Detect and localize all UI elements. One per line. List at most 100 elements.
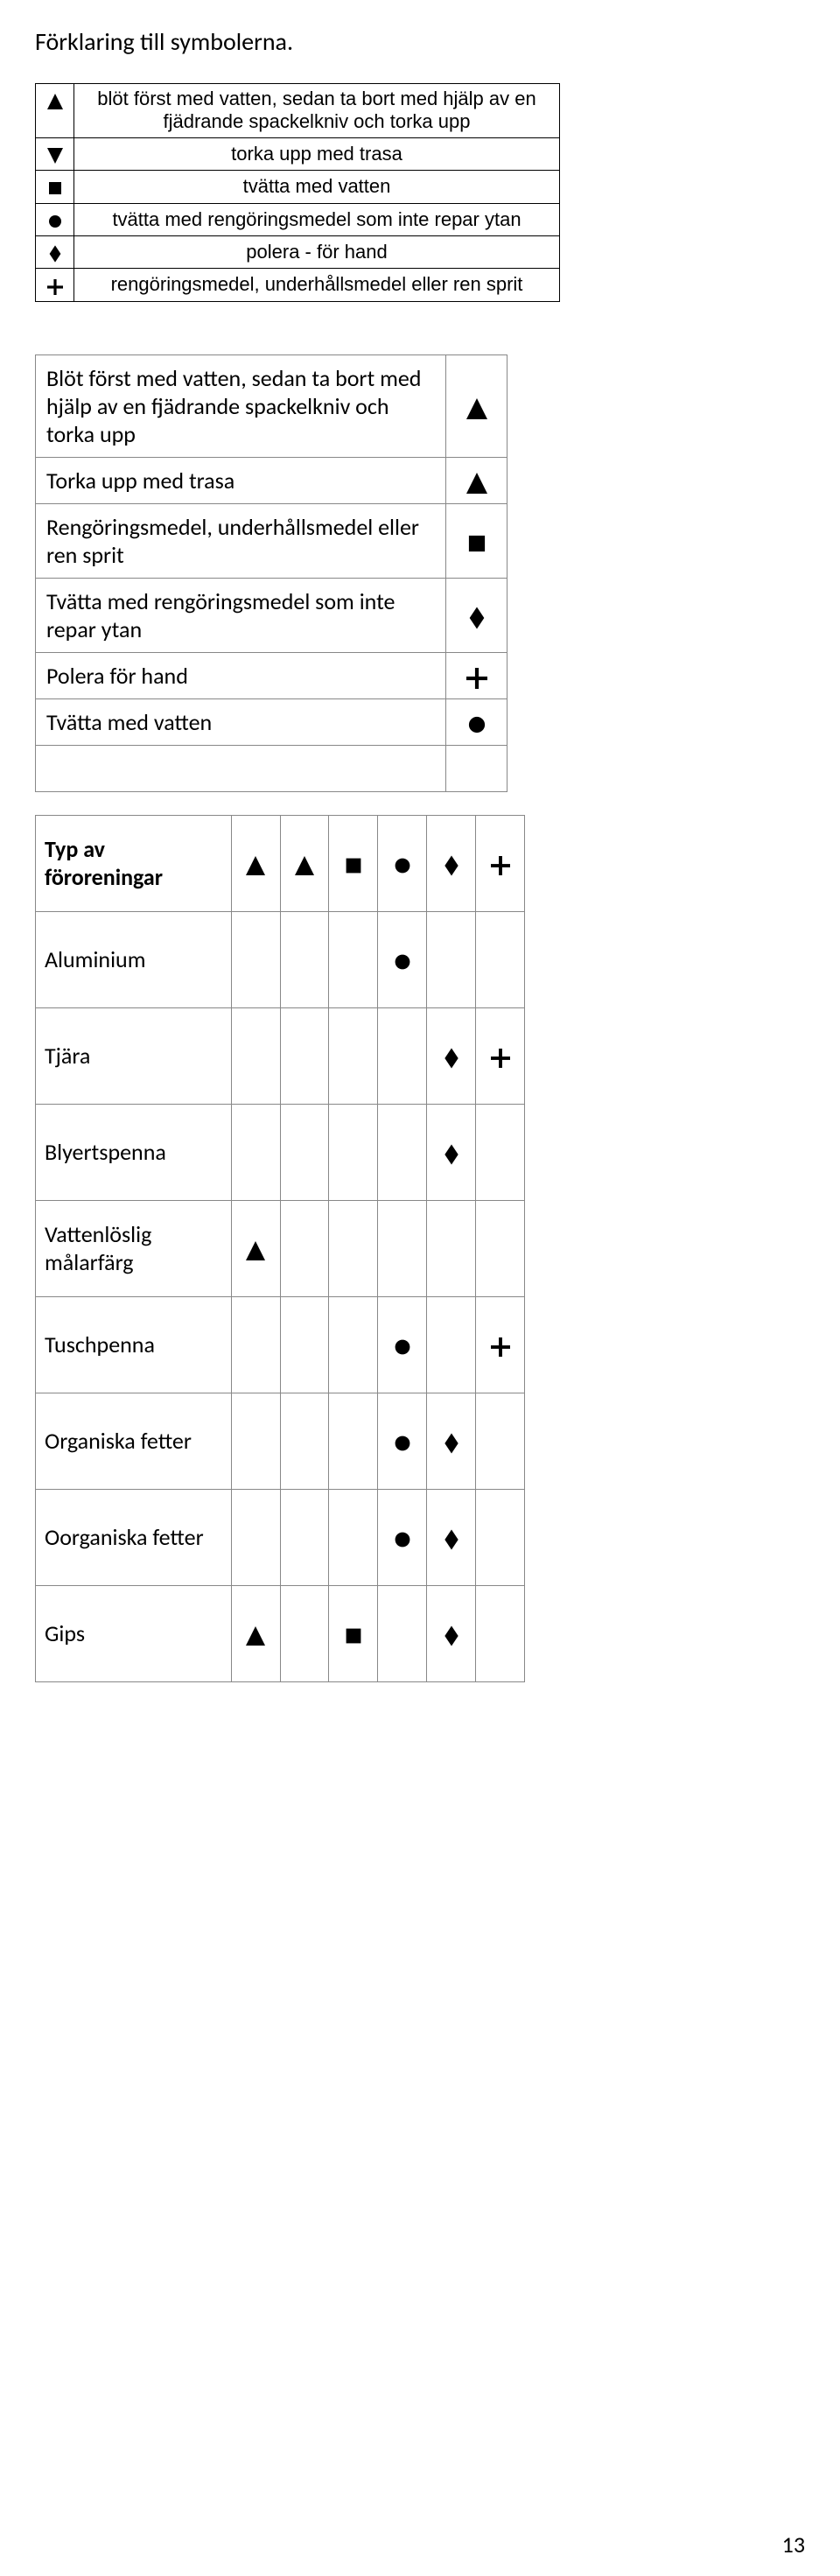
circle-icon — [46, 213, 64, 230]
matrix-row-label: Organiska fetter — [36, 1393, 232, 1489]
matrix-cell — [231, 1585, 280, 1681]
matrix-cell — [280, 1007, 329, 1104]
matrix-cell — [280, 1585, 329, 1681]
matrix-cell — [476, 1489, 525, 1585]
matrix-row-label: Tjära — [36, 1007, 232, 1104]
key-row: Rengöringsmedel, underhållsmedel eller r… — [36, 503, 508, 578]
legend-row: torka upp med trasa — [36, 137, 560, 170]
matrix-header-symbol — [427, 815, 476, 911]
legend-desc-cell: tvätta med rengöringsmedel som inte repa… — [74, 203, 560, 235]
key-symbol-cell — [446, 578, 508, 652]
matrix-cell — [329, 1200, 378, 1296]
legend-row: tvätta med vatten — [36, 171, 560, 203]
matrix-cell — [329, 1104, 378, 1200]
contaminant-matrix: Typ av föroreningarAluminiumTjäraBlyerts… — [35, 815, 525, 1682]
matrix-cell — [329, 1489, 378, 1585]
key-row: Tvätta med vatten — [36, 698, 508, 745]
matrix-cell — [476, 911, 525, 1007]
key-text-cell: Tvätta med rengöringsmedel som inte repa… — [36, 578, 446, 652]
matrix-header-symbol — [280, 815, 329, 911]
matrix-header-symbol — [231, 815, 280, 911]
key-symbol-cell — [446, 503, 508, 578]
matrix-cell — [476, 1296, 525, 1393]
legend-desc-cell: rengöringsmedel, underhållsmedel eller r… — [74, 269, 560, 301]
square-icon — [343, 1625, 364, 1646]
matrix-cell — [427, 1585, 476, 1681]
matrix-cell — [427, 1296, 476, 1393]
matrix-cell — [378, 1489, 427, 1585]
circle-icon — [392, 951, 413, 972]
matrix-cell — [280, 911, 329, 1007]
legend-table: blöt först med vatten, sedan ta bort med… — [35, 83, 560, 302]
tri-up-icon — [46, 93, 64, 110]
matrix-row: Organiska fetter — [36, 1393, 525, 1489]
matrix-cell — [378, 1585, 427, 1681]
tri-up-icon — [466, 397, 488, 420]
matrix-cell — [280, 1489, 329, 1585]
legend-symbol-cell — [36, 235, 74, 268]
matrix-cell — [280, 1104, 329, 1200]
circle-icon — [392, 1529, 413, 1550]
matrix-cell — [427, 1489, 476, 1585]
legend-symbol-cell — [36, 269, 74, 301]
key-row: Torka upp med trasa — [36, 457, 508, 503]
plus-icon — [490, 1048, 511, 1069]
tri-up-icon — [245, 1625, 266, 1646]
legend-symbol-cell — [36, 203, 74, 235]
diamond-icon — [441, 1048, 462, 1069]
tri-up-icon — [245, 1240, 266, 1261]
matrix-cell — [329, 911, 378, 1007]
square-icon — [343, 855, 364, 876]
page-title: Förklaring till symbolerna. — [35, 26, 805, 57]
plus-icon — [46, 278, 64, 296]
plus-icon — [466, 667, 488, 690]
legend-desc-cell: tvätta med vatten — [74, 171, 560, 203]
key-text-cell: Polera för hand — [36, 652, 446, 698]
matrix-header-symbol — [329, 815, 378, 911]
matrix-cell — [280, 1200, 329, 1296]
matrix-row: Blyertspenna — [36, 1104, 525, 1200]
matrix-row-label: Aluminium — [36, 911, 232, 1007]
matrix-cell — [427, 1007, 476, 1104]
legend-symbol-cell — [36, 171, 74, 203]
matrix-cell — [231, 1007, 280, 1104]
diamond-icon — [466, 607, 488, 629]
key-text-cell: Rengöringsmedel, underhållsmedel eller r… — [36, 503, 446, 578]
matrix-row-label: Tuschpenna — [36, 1296, 232, 1393]
matrix-cell — [378, 1007, 427, 1104]
matrix-row-label: Vattenlöslig målarfärg — [36, 1200, 232, 1296]
key-symbol-cell — [446, 652, 508, 698]
key-symbol-cell — [446, 457, 508, 503]
matrix-cell — [378, 1104, 427, 1200]
legend-row: blöt först med vatten, sedan ta bort med… — [36, 84, 560, 138]
key-symbol-cell — [446, 698, 508, 745]
matrix-header-row: Typ av föroreningar — [36, 815, 525, 911]
tri-down-icon — [46, 147, 64, 165]
diamond-icon — [441, 1625, 462, 1646]
key-symbol-cell — [446, 354, 508, 457]
diamond-icon — [441, 1529, 462, 1550]
legend-row: rengöringsmedel, underhållsmedel eller r… — [36, 269, 560, 301]
matrix-cell — [378, 1393, 427, 1489]
key-text-cell: Torka upp med trasa — [36, 457, 446, 503]
matrix-cell — [476, 1007, 525, 1104]
matrix-cell — [427, 1104, 476, 1200]
tri-up-icon — [245, 855, 266, 876]
matrix-cell — [231, 1296, 280, 1393]
page-number: 13 — [782, 2530, 805, 2558]
matrix-row: Tjära — [36, 1007, 525, 1104]
key-row: Polera för hand — [36, 652, 508, 698]
matrix-cell — [329, 1296, 378, 1393]
plus-icon — [490, 855, 511, 876]
matrix-cell — [378, 911, 427, 1007]
key-text-cell: Tvätta med vatten — [36, 698, 446, 745]
matrix-cell — [476, 1585, 525, 1681]
matrix-row: Gips — [36, 1585, 525, 1681]
key-row: Tvätta med rengöringsmedel som inte repa… — [36, 578, 508, 652]
square-icon — [46, 179, 64, 197]
tri-up-icon — [294, 855, 315, 876]
circle-icon — [466, 713, 488, 736]
matrix-cell — [231, 1104, 280, 1200]
matrix-cell — [476, 1200, 525, 1296]
diamond-icon — [441, 1144, 462, 1165]
